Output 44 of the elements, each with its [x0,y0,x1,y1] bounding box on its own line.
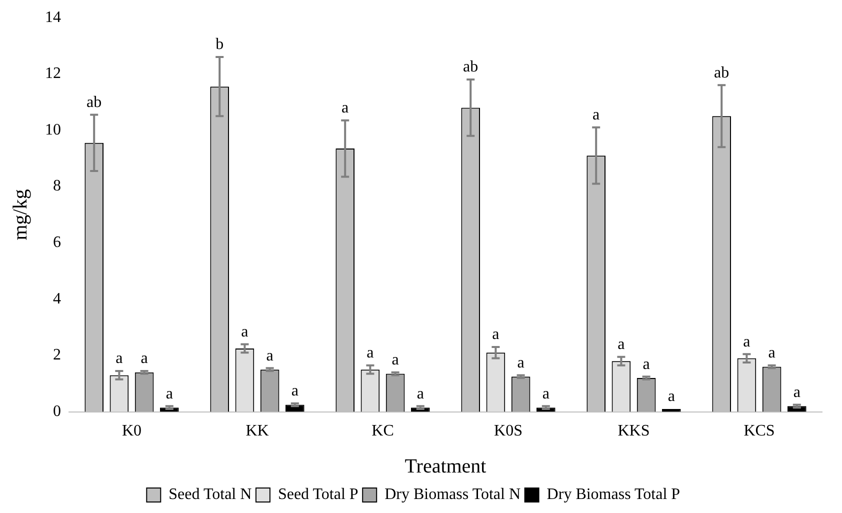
data-label: b [216,36,224,54]
data-label: a [291,382,298,400]
data-label: a [592,106,600,124]
data-label: a [116,350,123,368]
data-label: a [517,354,524,372]
x-tick-label: K0S [494,422,522,440]
data-label: a [793,384,800,401]
data-label: ab [86,94,102,111]
data-label: a [618,336,625,354]
data-label: a [266,347,274,364]
legend-label: Dry Biomass Total P [546,486,680,504]
x-tick-label: KKS [618,422,650,440]
data-label: a [416,385,424,402]
y-tick-label: 6 [53,234,61,252]
y-tick-label: 2 [53,346,61,364]
x-tick-label: KCS [744,422,775,440]
x-axis-title: Treatment [404,455,487,478]
y-axis-title: mg/kg [9,189,32,240]
y-tick-label: 10 [45,121,61,138]
y-tick-label: 8 [53,178,61,195]
data-label: a [542,385,550,402]
x-tick-label: KC [372,422,394,440]
data-label: a [492,326,500,344]
data-label: a [642,356,650,373]
x-tick-label: KK [246,422,270,440]
data-label: ab [463,58,478,76]
data-label: a [241,323,248,340]
data-label: a [366,344,374,362]
data-label: a [140,350,148,368]
x-tick-label: K0 [122,422,142,440]
data-label: a [743,333,750,350]
data-label: ab [714,64,730,82]
y-tick-label: 12 [45,65,61,82]
y-tick-label: 4 [53,290,61,308]
y-tick-label: 14 [45,8,61,26]
data-label: a [668,388,675,406]
legend-label: Seed Total N [168,486,252,504]
data-label: a [392,352,399,369]
y-tick-label: 0 [53,403,61,420]
data-label: a [342,100,349,117]
legend-label: Seed Total P [278,486,358,504]
data-label: a [768,344,776,362]
data-label: a [166,385,173,402]
legend-label: Dry Biomass Total N [384,486,521,504]
